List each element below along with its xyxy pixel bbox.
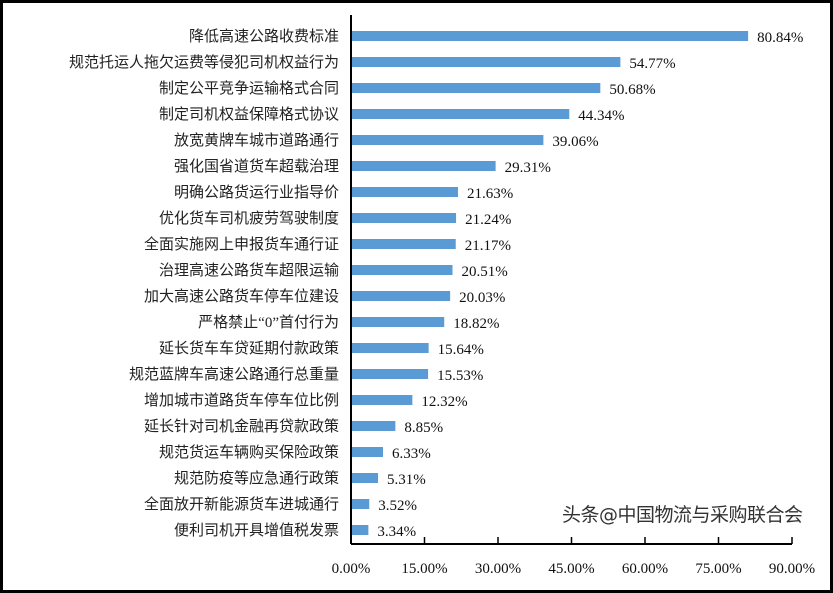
data-label: 21.24% — [465, 212, 511, 228]
data-label: 15.53% — [437, 368, 483, 384]
data-label: 18.82% — [453, 316, 499, 332]
bar — [352, 291, 451, 301]
x-tick-label: 30.00% — [475, 561, 521, 577]
x-tick-label: 60.00% — [622, 561, 668, 577]
x-tick-label: 45.00% — [548, 561, 594, 577]
bar — [352, 57, 621, 67]
bar — [352, 499, 370, 509]
category-label: 便利司机开具增值税发票 — [174, 522, 339, 539]
category-label: 延长针对司机金融再贷款政策 — [144, 418, 339, 435]
x-tick-label: 0.00% — [332, 561, 371, 577]
category-label: 全面实施网上申报货车通行证 — [144, 235, 339, 253]
bar — [352, 473, 379, 483]
category-label: 增加城市道路货车停车位比例 — [144, 392, 339, 409]
category-label: 规范蓝牌车高速公路通行总重量 — [129, 366, 339, 383]
bar — [352, 447, 384, 457]
category-label: 规范货运车辆购买保险政策 — [159, 444, 339, 461]
category-label: 明确公路货运行业指导价 — [174, 184, 339, 201]
bar — [352, 343, 429, 353]
category-label: 降低高速公路收费标准 — [189, 28, 339, 45]
category-label: 规范托运人拖欠运费等侵犯司机权益行为 — [69, 53, 339, 71]
category-label: 优化货车司机疲劳驾驶制度 — [159, 210, 339, 227]
category-label: 全面放开新能源货车进城通行 — [144, 495, 339, 513]
data-label: 29.31% — [505, 160, 551, 176]
data-label: 3.34% — [377, 524, 416, 540]
category-label: 严格禁止“0”首付行为 — [198, 314, 339, 331]
bar — [352, 421, 396, 431]
data-label: 6.33% — [392, 446, 431, 462]
bar — [352, 135, 544, 145]
data-label: 3.52% — [378, 498, 417, 514]
bar — [352, 369, 429, 379]
bar — [352, 187, 458, 197]
category-label: 强化国省道货车超载治理 — [174, 158, 339, 175]
category-label: 制定司机权益保障格式协议 — [159, 105, 339, 123]
data-label: 80.84% — [757, 30, 803, 46]
bar — [352, 83, 601, 93]
x-tick-label: 15.00% — [401, 561, 447, 577]
category-label: 治理高速公路货车超限运输 — [159, 262, 339, 279]
bar — [352, 317, 445, 327]
data-label: 15.64% — [438, 342, 484, 358]
bar — [352, 213, 457, 223]
bar — [352, 265, 453, 275]
bar — [352, 161, 496, 171]
data-label: 20.51% — [461, 264, 507, 280]
data-label: 12.32% — [421, 394, 467, 410]
category-label: 制定公平竞争运输格式合同 — [159, 79, 339, 97]
data-label: 5.31% — [387, 472, 426, 488]
x-tick-label: 90.00% — [769, 561, 815, 577]
data-label: 8.85% — [404, 420, 443, 436]
bar — [352, 525, 369, 535]
watermark: 头条@中国物流与采购联合会 — [562, 504, 803, 526]
bar — [352, 109, 570, 119]
bar — [352, 31, 749, 41]
bar — [352, 239, 456, 249]
data-label: 21.63% — [467, 186, 513, 202]
category-label: 规范防疫等应急通行政策 — [174, 469, 339, 487]
data-label: 54.77% — [629, 56, 675, 72]
category-label: 加大高速公路货车停车位建设 — [144, 288, 339, 305]
category-label: 放宽黄牌车城市道路通行 — [174, 132, 339, 149]
data-label: 50.68% — [609, 82, 655, 98]
category-label: 延长货车车贷延期付款政策 — [159, 340, 339, 357]
x-tick-label: 75.00% — [695, 561, 741, 577]
data-label: 39.06% — [552, 134, 598, 150]
data-label: 44.34% — [578, 108, 624, 124]
data-label: 20.03% — [459, 290, 505, 306]
bar — [352, 395, 413, 405]
data-label: 21.17% — [465, 238, 511, 254]
